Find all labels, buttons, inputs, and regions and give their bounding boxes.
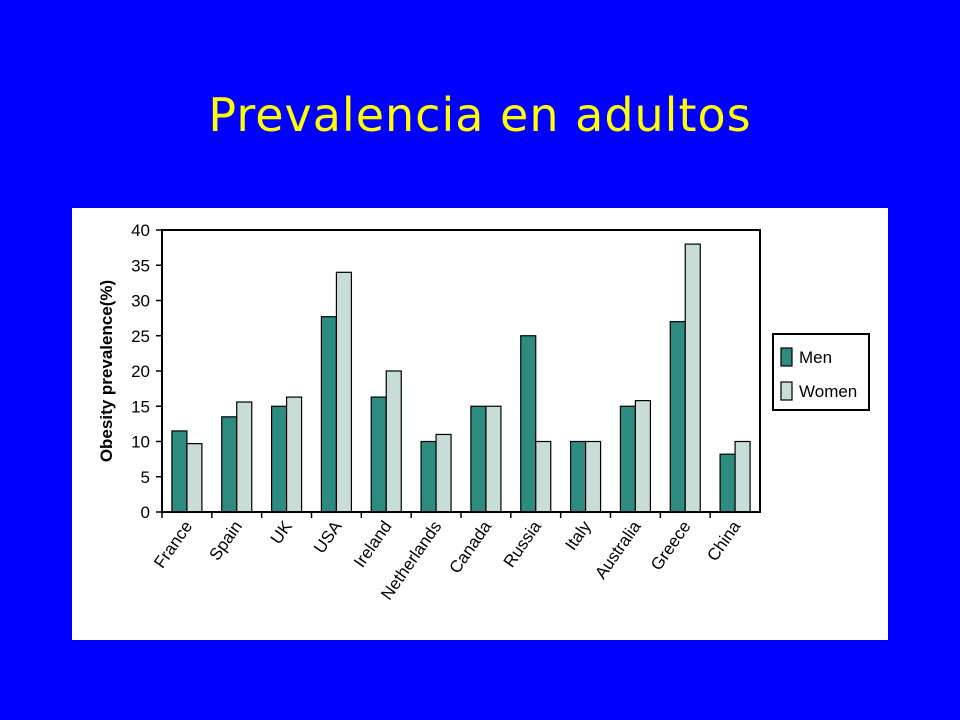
bar-men-spain xyxy=(221,416,238,513)
bar-men-uk xyxy=(270,405,288,513)
legend-swatch-women xyxy=(780,381,793,401)
bar-women-uk xyxy=(285,396,303,513)
bar-men-italy xyxy=(569,440,587,513)
category-label: Canada xyxy=(445,517,495,577)
category-label: France xyxy=(150,517,196,571)
category-label: UK xyxy=(267,517,296,548)
bar-women-netherlands xyxy=(435,433,452,513)
category-label: Italy xyxy=(561,517,595,554)
bar-women-italy xyxy=(584,440,602,513)
category-label: Ireland xyxy=(350,517,395,570)
y-tick-label: 40 xyxy=(131,221,150,240)
bar-women-china xyxy=(734,440,751,513)
y-tick-label: 0 xyxy=(141,503,150,522)
category-label: Spain xyxy=(206,517,247,564)
bar-men-russia xyxy=(520,335,537,513)
bar-men-france xyxy=(171,430,188,513)
bar-women-france xyxy=(186,443,203,513)
bar-men-usa xyxy=(320,316,338,513)
bar-men-netherlands xyxy=(420,440,437,513)
bar-men-greece xyxy=(669,321,686,513)
bar-women-ireland xyxy=(385,370,402,513)
y-tick-label: 35 xyxy=(131,256,150,275)
y-tick-label: 10 xyxy=(131,433,150,452)
chart-panel: 0 5 10 15 20 25 30 35 40 France Spain UK USA Ireland… xyxy=(72,208,888,640)
category-label: China xyxy=(703,517,744,565)
y-tick-label: 15 xyxy=(131,397,150,416)
bar-men-china xyxy=(719,453,736,513)
category-label: Russia xyxy=(500,517,546,571)
legend-swatch-men xyxy=(780,347,793,367)
bar-men-ireland xyxy=(370,396,387,513)
category-label: USA xyxy=(310,517,346,557)
y-tick-label: 5 xyxy=(141,468,150,487)
bar-women-australia xyxy=(634,400,652,513)
slide-title: Prevalencia en adultos xyxy=(208,88,752,142)
category-label: Australia xyxy=(591,517,645,583)
y-tick-label: 20 xyxy=(131,362,150,381)
plot-frame xyxy=(161,229,761,513)
bar-women-spain xyxy=(236,401,253,513)
legend-label-women: Women xyxy=(799,382,857,401)
bar-men-canada xyxy=(470,405,487,513)
category-label: Greece xyxy=(647,517,695,574)
y-axis-title: Obesity prevalence(%) xyxy=(97,280,116,462)
bar-women-russia xyxy=(535,440,552,513)
y-tick-label: 30 xyxy=(131,292,150,311)
legend: Men Women xyxy=(772,333,870,411)
bar-men-australia xyxy=(619,405,637,513)
y-tick-label: 25 xyxy=(131,327,150,346)
obesity-bar-chart: 0 5 10 15 20 25 30 35 40 France Spain UK USA Ireland… xyxy=(97,221,870,603)
legend-label-men: Men xyxy=(799,348,832,367)
bar-women-greece xyxy=(684,243,701,513)
bar-women-usa xyxy=(335,271,353,513)
bar-women-canada xyxy=(485,405,502,513)
